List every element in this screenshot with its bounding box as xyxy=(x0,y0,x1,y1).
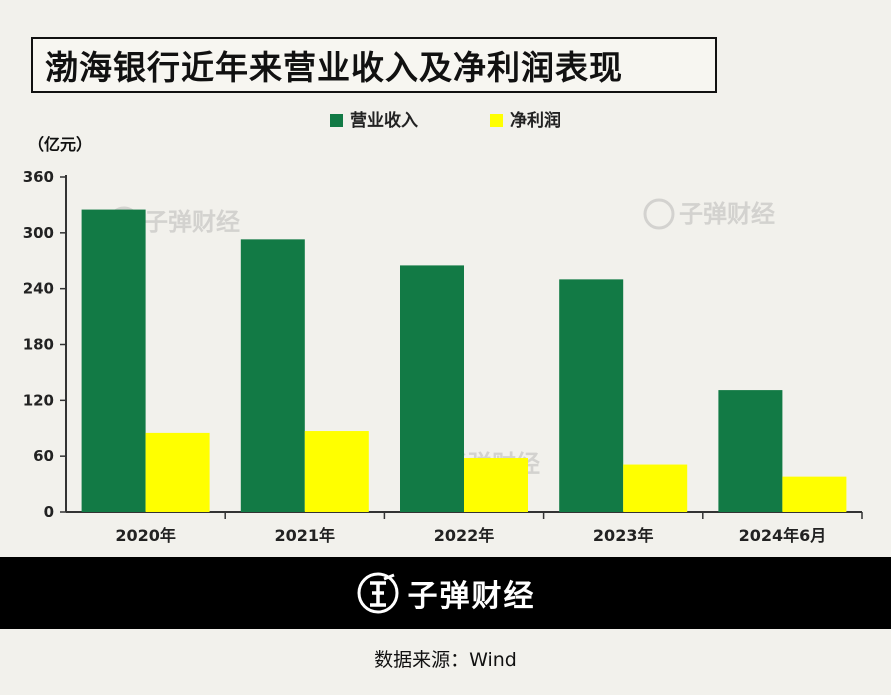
bar-net-profit-4 xyxy=(782,476,847,512)
x-tick-label: 2021年 xyxy=(275,526,336,545)
y-tick-label: 360 xyxy=(23,168,54,186)
bar-net-profit-0 xyxy=(145,432,210,512)
watermark: 子弹财经 xyxy=(643,198,775,230)
x-tick-label: 2020年 xyxy=(115,526,176,545)
bar-revenue-0 xyxy=(81,209,146,512)
x-tick-label: 2022年 xyxy=(434,526,495,545)
watermark: 子弹财经 xyxy=(108,206,240,238)
bar-net-profit-2 xyxy=(464,458,528,512)
svg-text:子弹财经: 子弹财经 xyxy=(679,200,775,228)
footer-band: 子弹财经 xyxy=(0,557,891,629)
chart-title-box: 渤海银行近年来营业收入及净利润表现 xyxy=(31,37,717,93)
svg-text:子弹财经: 子弹财经 xyxy=(144,208,240,236)
chart-title: 渤海银行近年来营业收入及净利润表现 xyxy=(45,48,623,87)
legend-swatch-revenue xyxy=(330,114,343,127)
brand-logo-icon xyxy=(357,572,398,614)
bar-chart: 子弹财经子弹财经子弹财经（亿元）营业收入净利润06012018024030036… xyxy=(23,110,863,545)
bar-revenue-4 xyxy=(718,390,783,512)
y-tick-label: 240 xyxy=(23,280,54,298)
legend-label: 净利润 xyxy=(510,110,561,131)
bar-net-profit-1 xyxy=(304,431,369,512)
legend-swatch-net-profit xyxy=(490,114,503,127)
footer-brand: 子弹财经 xyxy=(356,571,536,615)
data-source: 数据来源：Wind xyxy=(374,649,517,671)
y-tick-label: 0 xyxy=(44,503,54,521)
x-tick-label: 2023年 xyxy=(593,526,654,545)
x-tick-label: 2024年6月 xyxy=(739,526,827,545)
y-tick-label: 60 xyxy=(33,447,54,465)
bar-revenue-3 xyxy=(559,279,624,512)
bar-revenue-1 xyxy=(240,239,305,512)
bar-revenue-2 xyxy=(400,265,464,512)
legend-label: 营业收入 xyxy=(350,110,418,131)
y-tick-label: 180 xyxy=(23,336,54,354)
bar-net-profit-3 xyxy=(623,464,688,512)
y-axis-unit: （亿元） xyxy=(28,135,92,154)
y-tick-label: 120 xyxy=(23,391,54,409)
y-tick-label: 300 xyxy=(23,224,54,242)
footer-brand-text: 子弹财经 xyxy=(407,579,536,614)
